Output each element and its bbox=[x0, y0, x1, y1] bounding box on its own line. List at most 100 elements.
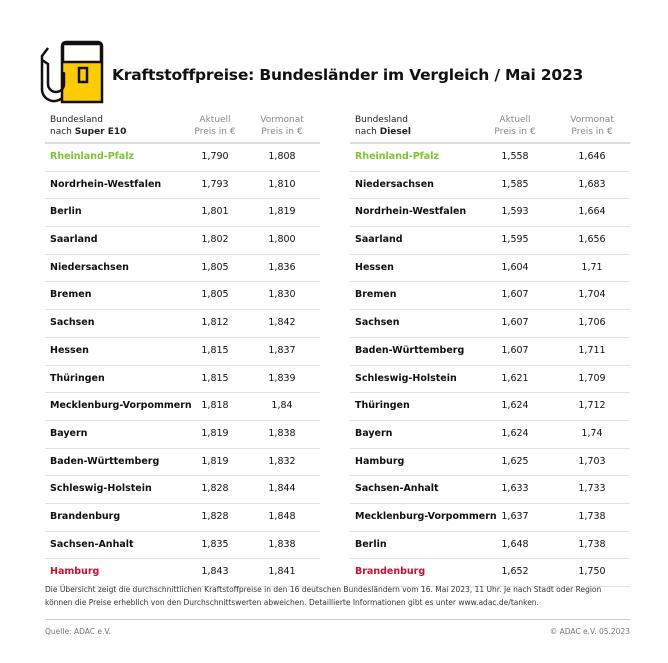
header-current-line2: Preis in € bbox=[494, 127, 536, 137]
current-price: 1,835 bbox=[201, 538, 229, 550]
table-row: Baden-Württemberg 1,607 1,711 bbox=[350, 338, 630, 366]
previous-price: 1,800 bbox=[268, 234, 296, 246]
current-price: 1,621 bbox=[501, 372, 529, 384]
current-price: 1,819 bbox=[201, 455, 229, 467]
state-name: Berlin bbox=[50, 206, 82, 218]
state-name: Niedersachsen bbox=[355, 178, 434, 190]
current-price: 1,790 bbox=[201, 151, 229, 162]
current-price: 1,585 bbox=[501, 178, 529, 190]
previous-price: 1,733 bbox=[578, 483, 606, 495]
table-header: Bundesland nach Super E10 Aktuell Preis in … bbox=[45, 114, 320, 144]
header-prev-line1: Vormonat bbox=[260, 115, 304, 125]
header-current-line1: Aktuell bbox=[499, 115, 531, 125]
table-row: Rheinland-Pfalz 1,790 1,808 bbox=[45, 144, 320, 172]
header-current-line1: Aktuell bbox=[199, 115, 231, 125]
state-name: Bayern bbox=[355, 427, 393, 439]
current-price: 1,604 bbox=[501, 261, 529, 273]
previous-price: 1,74 bbox=[581, 427, 603, 439]
previous-price: 1,703 bbox=[578, 455, 606, 467]
table-row: Mecklenburg-Vorpommern 1,818 1,84 bbox=[45, 393, 320, 421]
table-row: Niedersachsen 1,805 1,836 bbox=[45, 255, 320, 283]
state-name: Hessen bbox=[355, 261, 394, 273]
state-name: Brandenburg bbox=[50, 510, 121, 522]
fuel-pump-icon bbox=[40, 40, 104, 104]
previous-price: 1,738 bbox=[578, 538, 606, 550]
previous-price: 1,664 bbox=[578, 206, 606, 218]
header-current: Aktuell Preis in € bbox=[485, 114, 545, 138]
previous-price: 1,838 bbox=[268, 427, 296, 439]
current-price: 1,624 bbox=[501, 400, 529, 412]
state-name: Niedersachsen bbox=[50, 261, 129, 273]
current-price: 1,624 bbox=[501, 427, 529, 439]
previous-price: 1,750 bbox=[578, 566, 606, 578]
previous-price: 1,830 bbox=[268, 289, 296, 301]
table-row: Hessen 1,815 1,837 bbox=[45, 338, 320, 366]
table-row: Sachsen-Anhalt 1,835 1,838 bbox=[45, 532, 320, 560]
header-fuel-type: Diesel bbox=[379, 127, 411, 137]
current-price: 1,652 bbox=[501, 566, 529, 578]
state-name: Saarland bbox=[50, 234, 98, 246]
previous-price: 1,842 bbox=[268, 317, 296, 329]
previous-price: 1,84 bbox=[271, 400, 293, 412]
state-name: Bayern bbox=[50, 427, 88, 439]
state-name: Rheinland-Pfalz bbox=[50, 151, 135, 162]
previous-price: 1,706 bbox=[578, 317, 606, 329]
state-name: Brandenburg bbox=[355, 566, 426, 578]
current-price: 1,633 bbox=[501, 483, 529, 495]
state-name: Sachsen-Anhalt bbox=[355, 483, 439, 495]
header-bundesland: Bundesland nach Super E10 bbox=[50, 114, 126, 138]
previous-price: 1,704 bbox=[578, 289, 606, 301]
previous-price: 1,837 bbox=[268, 344, 296, 356]
previous-price: 1,683 bbox=[578, 178, 606, 190]
state-name: Bremen bbox=[355, 289, 397, 301]
current-price: 1,801 bbox=[201, 206, 229, 218]
state-name: Schleswig-Holstein bbox=[50, 483, 152, 495]
previous-price: 1,819 bbox=[268, 206, 296, 218]
header-previous: Vormonat Preis in € bbox=[252, 114, 312, 138]
state-name: Bremen bbox=[50, 289, 92, 301]
state-name: Hessen bbox=[50, 344, 89, 356]
current-price: 1,625 bbox=[501, 455, 529, 467]
current-price: 1,828 bbox=[201, 510, 229, 522]
table-row: Hamburg 1,625 1,703 bbox=[350, 449, 630, 477]
header-prev-line2: Preis in € bbox=[261, 127, 303, 137]
current-price: 1,637 bbox=[501, 510, 529, 522]
table-row: Nordrhein-Westfalen 1,793 1,810 bbox=[45, 172, 320, 200]
current-price: 1,607 bbox=[501, 344, 529, 356]
current-price: 1,805 bbox=[201, 261, 229, 273]
diesel-table: Bundesland nach Diesel Aktuell Preis in € Vo… bbox=[350, 114, 630, 587]
table-header: Bundesland nach Diesel Aktuell Preis in € Vo… bbox=[350, 114, 630, 144]
header-previous: Vormonat Preis in € bbox=[562, 114, 622, 138]
current-price: 1,607 bbox=[501, 317, 529, 329]
current-price: 1,815 bbox=[201, 372, 229, 384]
previous-price: 1,839 bbox=[268, 372, 296, 384]
state-name: Berlin bbox=[355, 538, 387, 550]
current-price: 1,828 bbox=[201, 483, 229, 495]
state-name: Mecklenburg-Vorpommern bbox=[50, 400, 192, 412]
header-name-line1: Bundesland bbox=[355, 115, 408, 125]
footnote: Die Übersicht zeigt die durchschnittlich… bbox=[45, 585, 602, 607]
header-current: Aktuell Preis in € bbox=[185, 114, 245, 138]
table-row: Thüringen 1,624 1,712 bbox=[350, 393, 630, 421]
table-row: Niedersachsen 1,585 1,683 bbox=[350, 172, 630, 200]
header-current-line2: Preis in € bbox=[194, 127, 236, 137]
table-row: Schleswig-Holstein 1,828 1,844 bbox=[45, 476, 320, 504]
table-row: Berlin 1,801 1,819 bbox=[45, 199, 320, 228]
table-row: Sachsen 1,812 1,842 bbox=[45, 310, 320, 338]
header-name-line2: nach Diesel bbox=[355, 126, 411, 138]
header-name-line2: nach Super E10 bbox=[50, 126, 126, 138]
state-name: Mecklenburg-Vorpommern bbox=[355, 510, 497, 522]
table-row: Nordrhein-Westfalen 1,593 1,664 bbox=[350, 199, 630, 228]
table-row: Berlin 1,648 1,738 bbox=[350, 532, 630, 560]
page-title: Kraftstoffpreise: Bundesländer im Vergle… bbox=[112, 66, 584, 84]
current-price: 1,793 bbox=[201, 178, 229, 190]
table-row: Sachsen 1,607 1,706 bbox=[350, 310, 630, 338]
state-name: Saarland bbox=[355, 234, 403, 246]
previous-price: 1,808 bbox=[268, 151, 296, 162]
header-name-prefix: nach bbox=[50, 127, 75, 137]
previous-price: 1,712 bbox=[578, 400, 606, 412]
current-price: 1,802 bbox=[201, 234, 229, 246]
state-name: Rheinland-Pfalz bbox=[355, 151, 440, 162]
current-price: 1,819 bbox=[201, 427, 229, 439]
table-row: Saarland 1,802 1,800 bbox=[45, 227, 320, 255]
